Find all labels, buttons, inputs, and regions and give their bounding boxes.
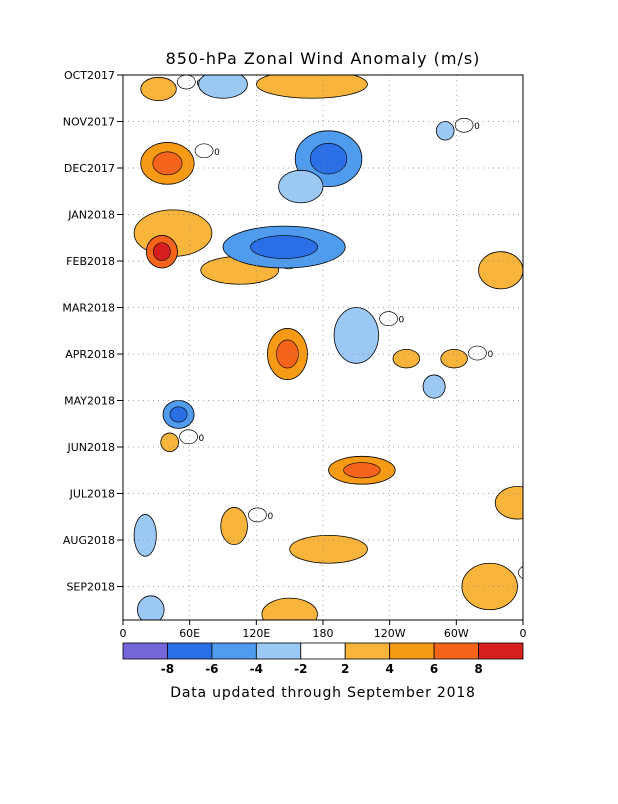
colorbar-segment bbox=[389, 642, 435, 660]
anomaly-core bbox=[276, 339, 299, 369]
colorbar-segment bbox=[122, 642, 168, 660]
anomaly-region bbox=[422, 374, 446, 399]
contour-label: 0 bbox=[267, 512, 273, 522]
anomaly-core bbox=[309, 143, 348, 175]
zero-contour bbox=[194, 143, 214, 159]
y-tick-label: APR2018 bbox=[65, 348, 115, 361]
colorbar-segment bbox=[300, 642, 346, 660]
zero-contour bbox=[468, 345, 487, 361]
contour-label: 0 bbox=[487, 350, 493, 360]
y-tick-label: JUL2018 bbox=[69, 488, 115, 501]
y-axis: OCT2017 NOV2017 DEC2017 JAN2018 FEB2018 MAR20… bbox=[62, 69, 123, 594]
contour-label: 0 bbox=[474, 122, 480, 132]
zero-contour bbox=[248, 507, 267, 523]
anomaly-region bbox=[278, 169, 324, 204]
footnote: Data updated through September 2018 bbox=[170, 685, 475, 701]
x-tick-label: 60W bbox=[444, 627, 469, 640]
y-tick-label: MAR2018 bbox=[62, 302, 115, 315]
contour-label: 0 bbox=[214, 148, 220, 158]
colorbar-label: -2 bbox=[294, 662, 307, 676]
colorbar-label: -6 bbox=[205, 662, 218, 676]
anomaly-region bbox=[261, 597, 318, 620]
anomaly-region bbox=[133, 514, 157, 557]
y-tick-label: OCT2017 bbox=[64, 69, 115, 82]
anomaly-region bbox=[392, 348, 421, 369]
colorbar-segment bbox=[478, 642, 524, 660]
anomaly-region bbox=[198, 75, 248, 99]
y-tick-label: FEB2018 bbox=[66, 255, 115, 268]
y-tick-label: JUN2018 bbox=[66, 441, 115, 454]
contour-label: 0 bbox=[199, 434, 205, 444]
colorbar-segment bbox=[167, 642, 213, 660]
colorbar-segment bbox=[255, 642, 302, 660]
colorbar-label: 8 bbox=[474, 662, 482, 676]
colorbar-segment bbox=[344, 642, 391, 660]
y-tick-label: MAY2018 bbox=[64, 395, 115, 408]
anomaly-region bbox=[435, 121, 455, 141]
colorbar-label: -4 bbox=[250, 662, 263, 676]
colorbar-label: 6 bbox=[430, 662, 438, 676]
anomaly-regions: 000000000 bbox=[133, 75, 543, 620]
x-tick-label: 0 bbox=[120, 627, 127, 640]
x-tick-label: 0 bbox=[520, 627, 527, 640]
y-tick-label: AUG2018 bbox=[63, 534, 115, 547]
anomaly-region bbox=[289, 534, 368, 564]
colorbar-label: 2 bbox=[341, 662, 349, 676]
y-tick-label: JAN2018 bbox=[67, 209, 115, 222]
x-tick-label: 180 bbox=[313, 627, 334, 640]
anomaly-region bbox=[478, 251, 523, 290]
anomaly-region bbox=[140, 76, 177, 101]
zero-contour bbox=[454, 117, 474, 133]
anomaly-region bbox=[255, 75, 368, 99]
grid-lines bbox=[123, 75, 523, 620]
y-tick-label: NOV2017 bbox=[63, 116, 115, 129]
x-tick-label: 60E bbox=[179, 627, 200, 640]
anomaly-core bbox=[169, 406, 188, 423]
anomaly-region bbox=[160, 432, 179, 453]
contour-label: 0 bbox=[399, 316, 405, 326]
colorbar-segment bbox=[433, 642, 479, 660]
colorbar-label: 4 bbox=[385, 662, 393, 676]
colorbar: -8 -6 -4 -2 2 4 6 8 bbox=[122, 642, 524, 676]
zero-contour bbox=[176, 75, 196, 90]
colorbar-label: -8 bbox=[161, 662, 174, 676]
anomaly-core bbox=[152, 151, 183, 176]
anomaly-region bbox=[220, 507, 248, 546]
x-tick-label: 120E bbox=[242, 627, 270, 640]
zero-contour bbox=[379, 311, 398, 327]
colorbar-segment bbox=[211, 642, 257, 660]
x-axis: 0 60E 120E 180 120W 60W 0 bbox=[120, 620, 527, 640]
contour-label: 0 bbox=[537, 570, 543, 580]
anomaly-region bbox=[440, 348, 468, 369]
zero-contour bbox=[518, 566, 523, 580]
anomaly-region bbox=[461, 562, 518, 611]
chart-title: 850-hPa Zonal Wind Anomaly (m/s) bbox=[166, 49, 481, 68]
anomaly-region bbox=[494, 486, 523, 520]
zero-contour bbox=[179, 429, 198, 445]
anomaly-region bbox=[137, 595, 165, 620]
anomaly-core bbox=[343, 462, 381, 479]
anomaly-region bbox=[333, 307, 379, 364]
y-tick-label: SEP2018 bbox=[66, 581, 115, 594]
x-tick-label: 120W bbox=[374, 627, 406, 640]
anomaly-core bbox=[153, 242, 171, 261]
y-tick-label: DEC2017 bbox=[64, 162, 115, 175]
anomaly-core bbox=[250, 235, 319, 259]
